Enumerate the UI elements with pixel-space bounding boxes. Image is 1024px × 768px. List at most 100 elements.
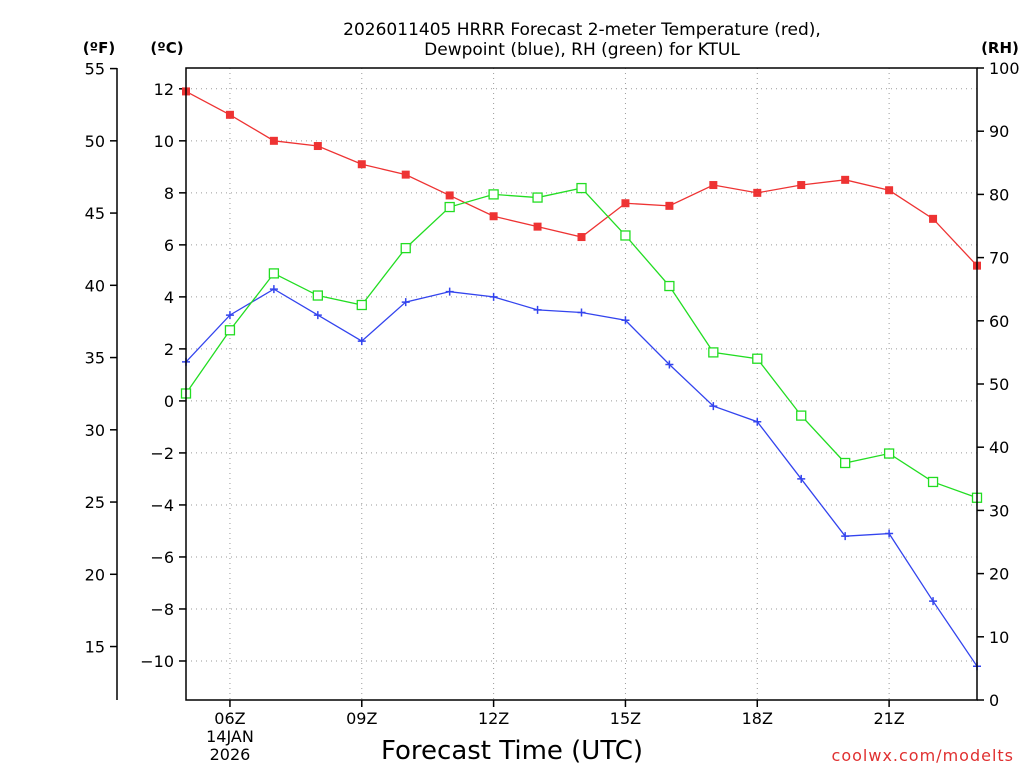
dewpoint-point [753,417,762,426]
dewpoint-point [313,311,322,320]
rh-tick-label: 60 [989,312,1009,331]
temperature-point [489,212,498,221]
rh-point [576,182,587,194]
dewpoint-point [621,316,630,325]
rh-point [664,280,675,292]
celsius-tick-label: −2 [150,444,174,463]
rh-tick-label: 0 [989,691,999,710]
time-tick-label: 12Z [478,709,509,728]
dewpoint-point [489,292,498,301]
temperature-point [313,142,322,151]
rh-tick-label: 10 [989,628,1009,647]
temperature-point [929,214,938,223]
rh-point [224,325,236,336]
celsius-tick-label: 4 [164,288,174,307]
celsius-tick-label: 10 [154,132,174,151]
celsius-tick-label: 12 [154,80,174,99]
date-label: 14JAN [206,727,254,746]
rh-point [400,242,411,254]
dewpoint-point [269,285,278,294]
rh-point [488,189,499,200]
time-tick-label: 15Z [610,709,641,728]
temperature-point [445,191,454,200]
rh-unit-label: (RH) [981,39,1019,57]
celsius-tick-label: 2 [164,340,174,359]
time-tick-label: 18Z [742,709,773,728]
celsius-tick-label: 0 [164,392,174,411]
celsius-tick-label: −10 [140,652,174,671]
dewpoint-point [797,474,806,483]
rh-point [752,353,763,364]
rh-point [444,201,455,213]
dewpoint-series [182,285,981,671]
rh-tick-label: 90 [989,122,1009,141]
dewpoint-point [929,597,938,606]
temperature-point [577,233,586,242]
fahrenheit-tick-label: 50 [85,132,105,151]
celsius-unit-label: (ºC) [150,39,183,57]
dewpoint-point [709,402,718,411]
fahrenheit-tick-label: 30 [85,421,105,440]
dewpoint-point [445,287,454,296]
celsius-tick-label: −8 [150,600,174,619]
temperature-point [709,181,718,190]
rh-series [180,182,983,503]
fahrenheit-tick-label: 35 [85,349,105,368]
celsius-tick-label: 8 [164,184,174,203]
fahrenheit-axis: 55 50 45 40 35 30 25 20 15 [85,60,118,700]
temperature-point [533,222,542,231]
time-tick-label: 09Z [346,709,377,728]
rh-tick-label: 100 [989,59,1020,78]
celsius-axis: 12 10 8 6 4 2 0 −2 −4 −6 −8 −10 [140,80,186,671]
rh-point [927,476,939,488]
rh-tick-label: 30 [989,501,1009,520]
data-series [180,87,983,671]
rh-point [356,299,367,311]
celsius-tick-label: −4 [150,496,174,515]
rh-point [883,448,895,459]
fahrenheit-unit-label: (ºF) [83,39,115,57]
temperature-point [885,186,894,195]
rh-tick-label: 80 [989,185,1009,204]
rh-point [532,192,543,203]
grid-lines [186,68,977,700]
dewpoint-line [185,288,978,667]
rh-point [796,410,807,421]
rh-tick-label: 70 [989,249,1009,268]
temperature-series [182,87,981,270]
time-tick-label: 06Z [214,709,245,728]
temperature-point [621,199,630,208]
fahrenheit-tick-label: 20 [85,565,105,584]
temperature-point [797,181,806,190]
x-axis-title: Forecast Time (UTC) [381,736,643,766]
fahrenheit-tick-label: 45 [85,204,105,223]
credit-text: coolwx.com/modelts [832,746,1014,765]
year-label: 2026 [210,745,251,764]
chart-title-line-1: 2026011405 HRRR Forecast 2-meter Tempera… [343,20,821,40]
rh-tick-label: 40 [989,438,1009,457]
time-tick-label: 21Z [873,709,904,728]
dewpoint-point [225,311,234,320]
dewpoint-point [533,305,542,314]
temperature-point [401,170,410,179]
fahrenheit-tick-label: 40 [85,276,105,295]
rh-tick-label: 50 [989,375,1009,394]
dewpoint-point [401,298,410,307]
rh-point [620,230,631,241]
rh-tick-label: 20 [989,565,1009,584]
dewpoint-point [665,360,674,369]
temperature-point [225,110,234,119]
temperature-point [841,175,850,184]
temperature-point [665,201,674,210]
dewpoint-point [885,529,894,538]
temperature-point [753,188,762,197]
rh-point [840,457,851,469]
temperature-point [357,160,366,169]
plot-frame [185,67,978,701]
rh-point [708,347,719,358]
chart-title-line-2: Dewpoint (blue), RH (green) for KTUL [424,40,740,60]
celsius-tick-label: 6 [164,236,174,255]
rh-point [312,290,323,301]
